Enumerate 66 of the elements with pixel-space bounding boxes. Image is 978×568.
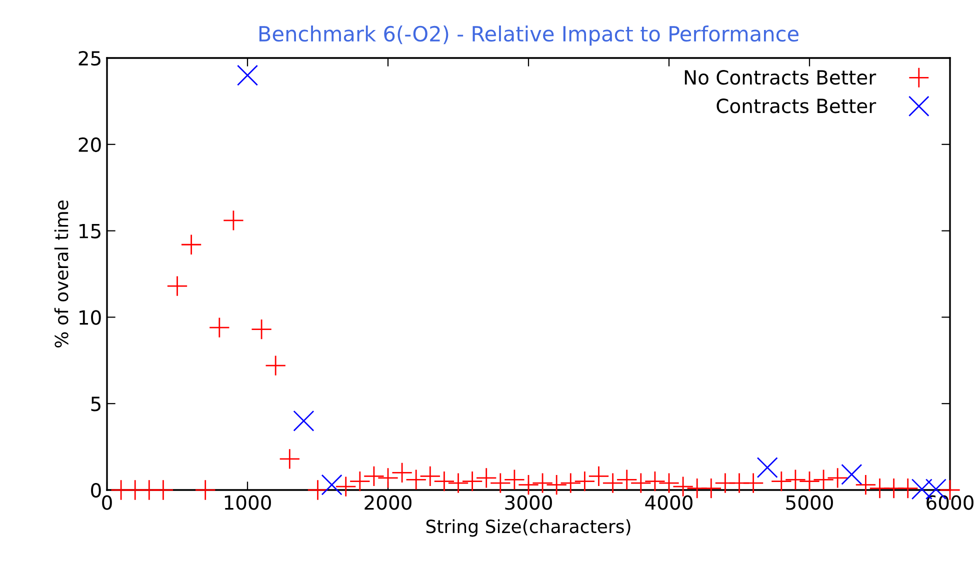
point	[279, 448, 300, 470]
point	[166, 276, 188, 297]
x-tick-label: 4000	[645, 495, 692, 510]
legend-label: No Contracts Better	[684, 70, 876, 85]
y-tick-label: 10	[80, 310, 101, 325]
point	[897, 478, 918, 499]
point	[742, 472, 764, 494]
y-tick-label: 0	[91, 482, 101, 498]
point	[293, 410, 314, 432]
point	[265, 355, 286, 376]
point	[700, 478, 722, 499]
point	[644, 470, 666, 492]
x-axis-title: String Size(characters)	[426, 519, 630, 537]
y-tick-label: 20	[78, 137, 101, 152]
x-tick-label: 0	[102, 495, 112, 510]
y-tick-label: 15	[80, 224, 100, 238]
y-axis-title: % of overal time	[54, 200, 68, 348]
point	[194, 479, 216, 501]
x-tick-label: 6000	[926, 495, 974, 510]
point	[377, 467, 399, 488]
point	[251, 318, 272, 340]
point	[658, 472, 680, 494]
point	[321, 474, 342, 496]
point	[602, 472, 624, 494]
point	[518, 474, 540, 496]
point	[392, 462, 413, 484]
point	[152, 479, 174, 501]
legend-label: Contracts Better	[716, 98, 876, 114]
point	[630, 472, 652, 494]
point	[588, 466, 610, 487]
x-tick-label: 3000	[505, 495, 552, 510]
point	[827, 467, 848, 488]
point	[208, 317, 230, 338]
x-tick-label: 1000	[224, 495, 271, 510]
x-tick-label: 2000	[364, 495, 412, 510]
point	[798, 470, 820, 492]
point	[770, 470, 792, 492]
point	[813, 469, 834, 490]
point	[490, 472, 511, 494]
point	[236, 64, 258, 86]
point	[363, 466, 384, 487]
point	[222, 210, 244, 231]
point	[462, 470, 483, 492]
chart-title: Benchmark 6(-O2) - Relative Impact to Performance	[259, 26, 798, 46]
y-tick-label: 5	[91, 396, 100, 412]
point	[855, 474, 876, 496]
point	[784, 469, 806, 490]
point	[616, 469, 638, 490]
point	[532, 472, 554, 494]
point	[546, 474, 568, 496]
y-tick-label: 25	[78, 50, 100, 66]
point	[756, 457, 778, 478]
point	[420, 466, 441, 487]
point	[335, 476, 356, 498]
point	[406, 469, 427, 490]
point	[307, 479, 328, 501]
point	[180, 234, 202, 256]
point	[841, 464, 862, 485]
point	[560, 472, 582, 494]
point	[574, 470, 596, 492]
point	[349, 470, 370, 492]
point	[476, 467, 497, 488]
point	[504, 469, 525, 490]
point	[448, 472, 469, 494]
x-tick-label: 5000	[786, 495, 833, 510]
point	[434, 470, 455, 492]
